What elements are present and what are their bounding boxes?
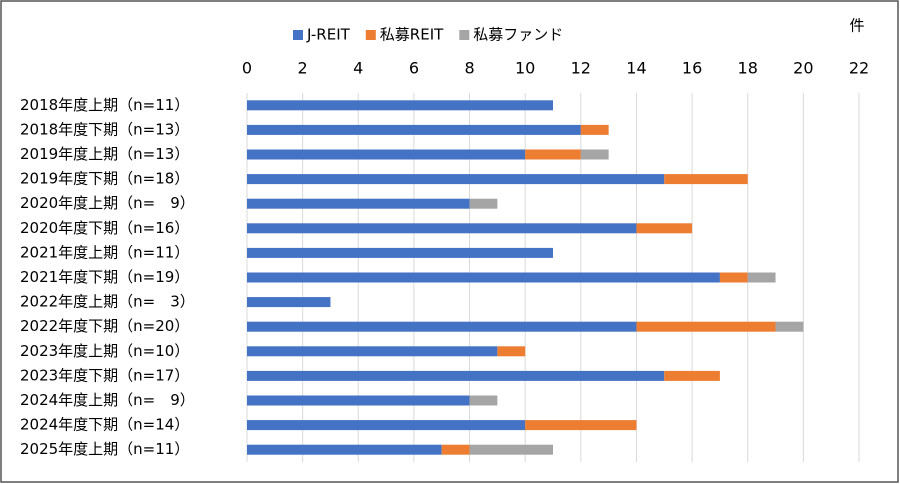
bar-segment bbox=[469, 444, 553, 455]
y-tick-label: 2018年度上期（n=11） bbox=[20, 96, 189, 114]
bar-segment bbox=[247, 198, 470, 209]
bar-segment bbox=[469, 395, 498, 406]
bar-segment bbox=[247, 149, 526, 160]
y-tick-label: 2023年度上期（n=10） bbox=[20, 342, 189, 360]
bar-segment bbox=[664, 174, 748, 185]
x-tick-label: 10 bbox=[515, 59, 535, 78]
bar-segment bbox=[580, 149, 609, 160]
bar-segment bbox=[247, 346, 498, 357]
bar-segment bbox=[247, 272, 720, 283]
bar-segment bbox=[525, 149, 581, 160]
legend-label: 私募ファンド bbox=[473, 26, 563, 44]
y-tick-label: 2023年度下期（n=17） bbox=[20, 366, 189, 384]
legend-swatch bbox=[459, 30, 470, 40]
bar-segment bbox=[636, 321, 776, 332]
x-tick-label: 14 bbox=[626, 59, 646, 78]
bar-segment bbox=[664, 370, 720, 381]
y-tick-label: 2018年度下期（n=13） bbox=[20, 120, 189, 138]
x-tick-label: 0 bbox=[242, 59, 252, 78]
unit-label: 件 bbox=[849, 17, 864, 35]
y-tick-label: 2022年度下期（n=20） bbox=[20, 317, 189, 335]
bar-segment bbox=[469, 198, 498, 209]
bar-segment bbox=[247, 420, 526, 431]
legend-label: J-REIT bbox=[306, 26, 351, 44]
bar-segment bbox=[525, 420, 637, 431]
x-tick-label: 6 bbox=[409, 59, 419, 78]
bar-segment bbox=[747, 272, 776, 283]
x-tick-label: 16 bbox=[682, 59, 702, 78]
bar-segment bbox=[580, 124, 609, 135]
y-tick-label: 2021年度上期（n=11） bbox=[20, 243, 189, 261]
y-tick-label: 2022年度上期（n= 3） bbox=[20, 293, 195, 311]
x-tick-label: 2 bbox=[298, 59, 308, 78]
bar-segment bbox=[247, 370, 665, 381]
bar-segment bbox=[247, 223, 637, 234]
legend-label: 私募REIT bbox=[380, 26, 444, 44]
x-tick-label: 4 bbox=[353, 59, 363, 78]
x-tick-label: 8 bbox=[464, 59, 474, 78]
bar-segment bbox=[247, 100, 553, 111]
bar-segment bbox=[247, 444, 442, 455]
y-tick-label: 2024年度下期（n=14） bbox=[20, 416, 189, 434]
bar-segment bbox=[247, 297, 331, 308]
bar-segment bbox=[719, 272, 748, 283]
bar-segment bbox=[247, 174, 665, 185]
bar-segment bbox=[247, 395, 470, 406]
y-tick-label: 2025年度上期（n=11） bbox=[20, 440, 189, 458]
y-tick-label: 2020年度下期（n=16） bbox=[20, 219, 189, 237]
legend-swatch bbox=[293, 30, 303, 40]
y-tick-label: 2020年度上期（n= 9） bbox=[20, 194, 195, 212]
bar-segment bbox=[247, 124, 581, 135]
legend-swatch bbox=[365, 30, 376, 40]
x-tick-label: 20 bbox=[793, 59, 813, 78]
bar-segment bbox=[441, 444, 470, 455]
bar-segment bbox=[247, 247, 553, 258]
x-tick-label: 22 bbox=[849, 59, 869, 78]
y-tick-label: 2019年度下期（n=18） bbox=[20, 170, 189, 188]
x-tick-label: 18 bbox=[738, 59, 758, 78]
bar-segment bbox=[636, 223, 693, 234]
bar-segment bbox=[247, 321, 637, 332]
y-tick-label: 2021年度下期（n=19） bbox=[20, 268, 189, 286]
bar-segment bbox=[775, 321, 804, 332]
y-tick-label: 2024年度上期（n= 9） bbox=[20, 391, 195, 409]
y-tick-label: 2019年度上期（n=13） bbox=[20, 145, 189, 163]
x-tick-label: 12 bbox=[571, 59, 591, 78]
bar-segment bbox=[497, 346, 526, 357]
